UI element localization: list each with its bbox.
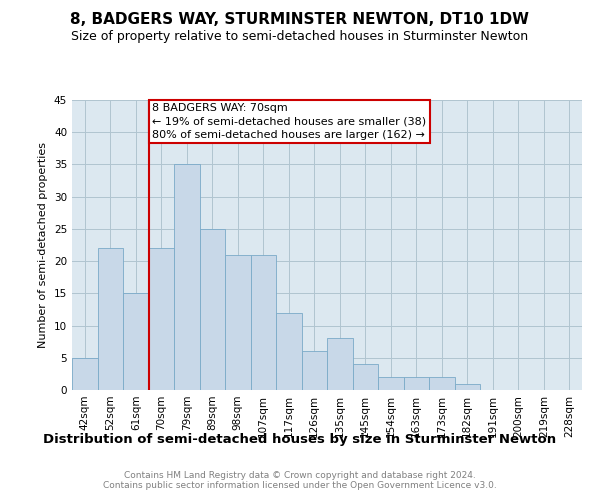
- Bar: [302, 352, 327, 390]
- Bar: [276, 312, 302, 390]
- Text: Distribution of semi-detached houses by size in Sturminster Newton: Distribution of semi-detached houses by …: [43, 432, 557, 446]
- Bar: [429, 377, 455, 390]
- Bar: [174, 164, 199, 390]
- Bar: [199, 229, 225, 390]
- Bar: [225, 254, 251, 390]
- Bar: [353, 364, 378, 390]
- Text: Contains HM Land Registry data © Crown copyright and database right 2024.
Contai: Contains HM Land Registry data © Crown c…: [103, 470, 497, 490]
- Bar: [149, 248, 174, 390]
- Bar: [455, 384, 480, 390]
- Bar: [123, 294, 149, 390]
- Bar: [378, 377, 404, 390]
- Y-axis label: Number of semi-detached properties: Number of semi-detached properties: [38, 142, 49, 348]
- Bar: [97, 248, 123, 390]
- Text: 8, BADGERS WAY, STURMINSTER NEWTON, DT10 1DW: 8, BADGERS WAY, STURMINSTER NEWTON, DT10…: [71, 12, 530, 28]
- Text: Size of property relative to semi-detached houses in Sturminster Newton: Size of property relative to semi-detach…: [71, 30, 529, 43]
- Bar: [72, 358, 97, 390]
- Bar: [327, 338, 353, 390]
- Bar: [404, 377, 429, 390]
- Text: 8 BADGERS WAY: 70sqm
← 19% of semi-detached houses are smaller (38)
80% of semi-: 8 BADGERS WAY: 70sqm ← 19% of semi-detac…: [152, 103, 427, 140]
- Bar: [251, 254, 276, 390]
